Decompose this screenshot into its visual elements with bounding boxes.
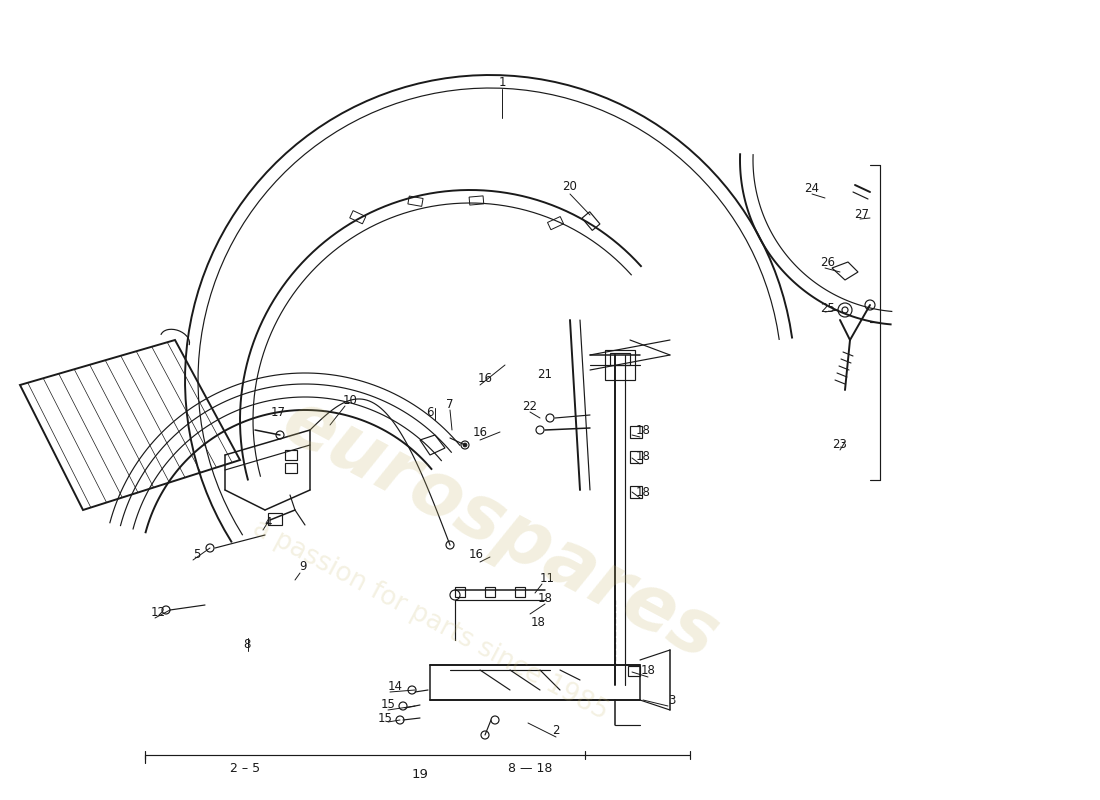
Bar xyxy=(268,513,282,525)
Bar xyxy=(408,196,424,206)
Bar xyxy=(469,196,484,205)
Text: 16: 16 xyxy=(473,426,487,438)
Text: 8 — 18: 8 — 18 xyxy=(508,762,552,774)
Text: 6: 6 xyxy=(427,406,433,418)
Text: eurospares: eurospares xyxy=(270,384,730,676)
Text: 4: 4 xyxy=(264,517,272,530)
Text: 10: 10 xyxy=(342,394,358,406)
Bar xyxy=(628,666,640,676)
Bar xyxy=(630,451,642,463)
Circle shape xyxy=(463,443,467,447)
Bar xyxy=(515,587,525,597)
Text: 18: 18 xyxy=(636,423,650,437)
Text: 15: 15 xyxy=(377,711,393,725)
Text: 8: 8 xyxy=(243,638,251,651)
Bar xyxy=(485,587,495,597)
Text: 25: 25 xyxy=(821,302,835,314)
Text: a passion for parts since 1985: a passion for parts since 1985 xyxy=(248,515,613,725)
Bar xyxy=(582,212,600,230)
Text: 20: 20 xyxy=(562,181,578,194)
Text: 16: 16 xyxy=(469,549,484,562)
Text: 24: 24 xyxy=(804,182,820,194)
Bar xyxy=(285,450,297,460)
Text: 2 – 5: 2 – 5 xyxy=(230,762,260,774)
Bar xyxy=(455,587,465,597)
Text: 23: 23 xyxy=(833,438,847,451)
Bar xyxy=(605,350,635,380)
Text: 3: 3 xyxy=(669,694,675,706)
Text: 18: 18 xyxy=(530,615,546,629)
Text: 17: 17 xyxy=(271,406,286,418)
Text: 15: 15 xyxy=(381,698,395,710)
Text: 2: 2 xyxy=(552,723,560,737)
Bar xyxy=(610,353,630,365)
Text: 16: 16 xyxy=(477,371,493,385)
Text: 21: 21 xyxy=(538,367,552,381)
Text: 18: 18 xyxy=(636,486,650,498)
Text: 18: 18 xyxy=(640,665,656,678)
Text: 12: 12 xyxy=(151,606,165,619)
Text: 19: 19 xyxy=(411,769,428,782)
Text: 11: 11 xyxy=(539,571,554,585)
Text: 22: 22 xyxy=(522,399,538,413)
Bar xyxy=(350,210,366,224)
Text: 18: 18 xyxy=(538,591,552,605)
Text: 26: 26 xyxy=(821,255,836,269)
Bar xyxy=(548,217,563,230)
Bar xyxy=(630,486,642,498)
Bar xyxy=(285,463,297,473)
Text: 1: 1 xyxy=(498,75,506,89)
Text: 18: 18 xyxy=(636,450,650,463)
Text: 14: 14 xyxy=(387,681,403,694)
Text: 9: 9 xyxy=(299,561,307,574)
Text: 7: 7 xyxy=(447,398,453,410)
Text: 27: 27 xyxy=(855,207,869,221)
Text: 5: 5 xyxy=(194,547,200,561)
Bar xyxy=(630,426,642,438)
